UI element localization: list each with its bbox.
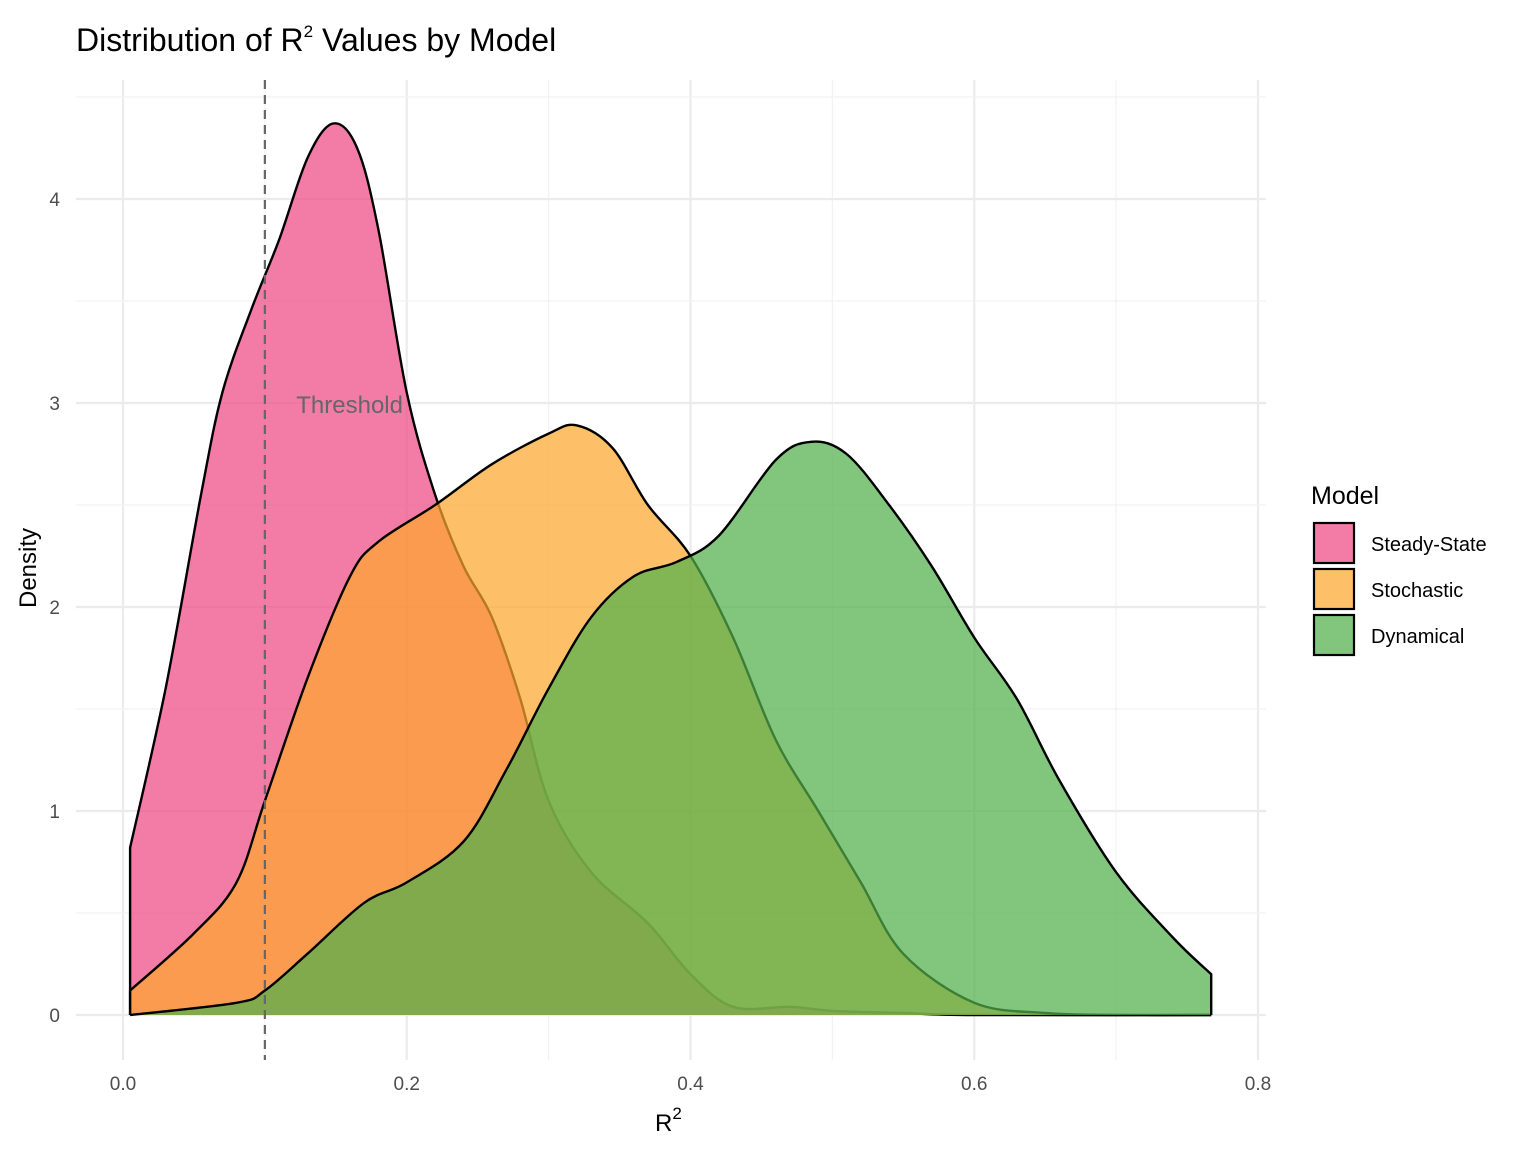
axis-ticks: 0.0 0.2 0.4 0.6 0.8 0 1 2 3 4 [49, 190, 1271, 1095]
y-tick-label: 1 [49, 802, 60, 823]
y-tick-label: 2 [49, 598, 60, 619]
x-tick-label: 0.0 [110, 1074, 136, 1095]
legend-key-steady-state [1312, 521, 1356, 565]
y-tick-label: 4 [49, 190, 60, 211]
density-areas [128, 122, 1213, 1017]
legend-title: Model [1311, 482, 1379, 510]
threshold-label: Threshold [296, 392, 403, 419]
density-outline-dynamical [129, 440, 1213, 1017]
legend-label-steady-state: Steady-State [1371, 534, 1487, 556]
y-tick-label: 3 [49, 394, 60, 415]
x-tick-label: 0.8 [1245, 1074, 1271, 1095]
density-area-dynamical [130, 441, 1212, 1015]
y-axis-title: Density [15, 528, 42, 608]
chart-title: Distribution of R2 Values by Model [76, 22, 556, 58]
legend-label-dynamical: Dynamical [1371, 626, 1464, 648]
legend-key-dynamical [1312, 613, 1356, 657]
legend-key-stochastic [1312, 567, 1356, 611]
x-axis-title: R2 [655, 1104, 682, 1137]
threshold-line-group: Threshold [263, 80, 403, 1060]
x-tick-label: 0.6 [961, 1074, 987, 1095]
x-tick-label: 0.4 [677, 1074, 704, 1095]
legend: Model Steady-State Stochastic Dynamical [1311, 482, 1487, 657]
x-tick-label: 0.2 [394, 1074, 420, 1095]
y-tick-label: 0 [49, 1006, 60, 1027]
legend-label-stochastic: Stochastic [1371, 580, 1463, 602]
